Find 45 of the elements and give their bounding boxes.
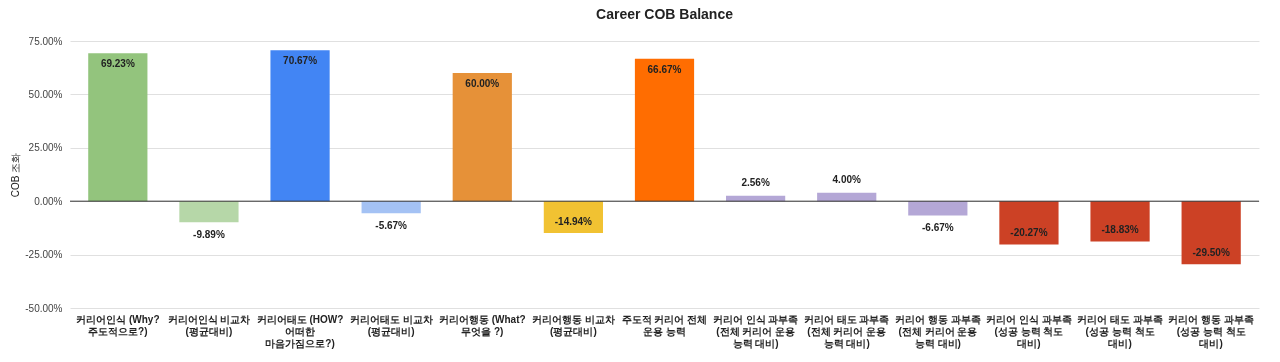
bar — [999, 201, 1059, 245]
bar — [634, 58, 695, 202]
bar — [817, 192, 877, 202]
x-tick-label: 커리어 인식 과부족 (성공 능력 척도 대비) — [986, 313, 1072, 349]
data-label: 4.00% — [832, 173, 862, 185]
bar — [179, 201, 239, 223]
y-tick-label: -50.00% — [25, 302, 63, 314]
x-tick-label: 커리어인식 (Why? 주도적으로?) — [76, 313, 160, 337]
y-tick-label: 50.00% — [28, 88, 63, 100]
y-tick-label: 25.00% — [28, 142, 63, 154]
data-label: 69.23% — [100, 58, 135, 70]
bar — [1181, 201, 1241, 265]
data-label: -29.50% — [1192, 247, 1230, 259]
bar — [726, 195, 786, 202]
y-axis-title: COB 조화 — [10, 152, 22, 198]
x-tick-label: 커리어 행동 과부족 (성공 능력 척도 대비) — [1168, 313, 1254, 349]
data-label: 70.67% — [283, 55, 318, 67]
y-tick-label: 75.00% — [28, 35, 63, 47]
bar — [361, 201, 421, 214]
x-tick-label: 커리어 태도 과부족 (전체 커리어 운용 능력 대비) — [803, 313, 890, 349]
bar — [88, 53, 148, 202]
data-label: -5.67% — [375, 220, 408, 232]
x-tick-label: 커리어인식 비교차 (평균대비) — [167, 313, 251, 337]
data-label: -6.67% — [921, 222, 954, 234]
bar — [452, 73, 512, 202]
data-label: -18.83% — [1101, 224, 1139, 236]
x-tick-label: 주도적 커리어 전체 운용 능력 — [621, 313, 708, 337]
data-label: -14.94% — [554, 216, 593, 228]
x-tick-label: 커리어태도 (HOW? 어떠한 마음가짐으로?) — [256, 313, 344, 349]
data-label: 2.56% — [741, 176, 770, 188]
data-label: -20.27% — [1010, 227, 1048, 239]
x-tick-label: 커리어행동 (What? 무엇을 ?) — [438, 313, 526, 337]
data-label: 66.67% — [647, 63, 682, 75]
x-tick-label: 커리어 행동 과부족 (전체 커리어 운용 능력 대비) — [895, 313, 981, 349]
data-label: -9.89% — [193, 229, 225, 241]
chart-title: Career COB Balance — [596, 6, 734, 22]
x-tick-label: 커리어태도 비교차 (평균대비) — [349, 313, 433, 337]
x-tick-label: 커리어 인식 과부족 (전체 커리어 운용 능력 대비) — [712, 313, 799, 349]
x-tick-label: 커리어 태도 과부족 (성공 능력 척도 대비) — [1077, 313, 1163, 349]
y-tick-label: 0.00% — [34, 195, 63, 207]
data-label: 60.00% — [465, 78, 500, 90]
x-tick-label: 커리어행동 비교차 (평균대비) — [532, 313, 615, 337]
y-tick-label: -25.00% — [25, 249, 63, 261]
bar — [908, 201, 968, 216]
bar — [270, 50, 330, 202]
